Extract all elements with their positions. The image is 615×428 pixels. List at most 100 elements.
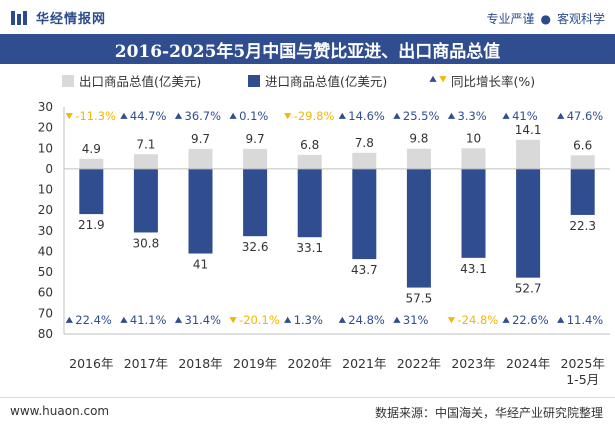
legend-growth-label: 同比增长率(%) (451, 74, 535, 89)
import-bar (79, 168, 104, 215)
y-tick-label: 30 (38, 224, 53, 238)
export-growth-up-icon (174, 112, 183, 119)
export-growth-label: 14.6% (348, 109, 385, 123)
y-tick-label: 10 (38, 141, 53, 155)
export-value-label: 10 (466, 131, 481, 145)
x-tick-label: 2019年 (233, 356, 277, 371)
import-value-label: 52.7 (515, 282, 542, 296)
x-tick-label: 2021年 (342, 356, 386, 371)
import-value-label: 30.8 (133, 236, 160, 250)
x-tick-label: 2020年 (288, 356, 332, 371)
import-growth-up-icon (284, 316, 292, 323)
export-growth-up-icon (229, 112, 237, 119)
export-bar (461, 148, 486, 169)
import-growth-label: 24.8% (348, 313, 385, 327)
x-tick-label: 2018年 (178, 356, 222, 371)
legend-import-label: 进口商品总值(亿美元) (265, 74, 387, 89)
import-value-label: 32.6 (242, 240, 269, 254)
tagline-right: 客观科学 (556, 12, 605, 26)
export-value-label: 9.7 (191, 132, 210, 146)
import-growth-up-icon (502, 316, 510, 323)
export-growth-down-icon (65, 113, 73, 120)
export-bar (516, 139, 541, 169)
export-value-label: 9.8 (409, 132, 428, 146)
export-growth-label: -29.8% (294, 109, 335, 123)
export-bar (188, 148, 213, 169)
import-value-label: 43.7 (351, 263, 378, 277)
import-growth-label: 22.6% (512, 313, 549, 327)
import-growth-up-icon (338, 316, 346, 323)
import-growth-label: 31% (403, 313, 429, 327)
y-tick-label: 10 (38, 183, 53, 197)
y-tick-label: 50 (38, 265, 53, 279)
legend-down-triangle-icon (439, 76, 447, 83)
x-tick-label: 2025年 (561, 356, 605, 371)
export-growth-label: -11.3% (75, 109, 116, 123)
import-value-label: 33.1 (296, 241, 323, 255)
export-growth-label: 36.7% (185, 109, 222, 123)
import-growth-up-icon (557, 316, 565, 323)
footer-source: 数据来源：中国海关，华经产业研究院整理 (374, 406, 603, 420)
import-value-label: 22.3 (569, 219, 596, 233)
x-tick-label: 2024年 (506, 356, 550, 371)
import-growth-label: 11.4% (567, 313, 604, 327)
bullet-icon: ● (540, 11, 551, 26)
export-bar (133, 154, 158, 169)
export-bar (79, 158, 104, 169)
export-growth-label: 47.6% (567, 109, 604, 123)
footer: www.huaon.com 数据来源：中国海关，华经产业研究院整理 (0, 397, 615, 428)
export-value-label: 14.1 (515, 123, 542, 137)
import-growth-label: -24.8% (458, 313, 499, 327)
export-growth-up-icon (393, 112, 401, 119)
export-value-label: 7.8 (355, 136, 374, 150)
legend-import-swatch (248, 75, 260, 87)
import-value-label: 41 (193, 258, 208, 272)
x-tick-label: 2016年 (69, 356, 113, 371)
export-value-label: 6.6 (573, 138, 592, 152)
export-value-label: 7.1 (136, 137, 155, 151)
legend-up-triangle-icon (429, 75, 437, 82)
x-tick-label: 2017年 (124, 356, 168, 371)
y-tick-label: 70 (38, 306, 53, 320)
import-bar (570, 168, 595, 215)
import-bar (133, 168, 158, 233)
import-growth-up-icon (174, 316, 183, 323)
legend-export-label: 出口商品总值(亿美元) (79, 74, 201, 89)
export-growth-label: 0.1% (239, 109, 268, 123)
x-tick-label: 2022年 (397, 356, 441, 371)
x-tick-label: 1-5月 (566, 372, 599, 387)
export-growth-up-icon (120, 112, 128, 119)
import-growth-label: 22.4% (75, 313, 112, 327)
export-bar (352, 152, 377, 169)
y-tick-label: 80 (38, 327, 53, 341)
brand-logo-icon (11, 10, 27, 25)
export-value-label: 4.9 (82, 142, 101, 156)
import-bar (406, 168, 431, 288)
tagline-left: 专业严谨 (486, 12, 535, 26)
y-tick-label: 60 (38, 286, 53, 300)
export-growth-up-icon (447, 112, 456, 119)
import-growth-down-icon (229, 317, 237, 324)
footer-url[interactable]: www.huaon.com (10, 404, 110, 418)
import-growth-label: -20.1% (239, 313, 280, 327)
export-growth-up-icon (338, 112, 346, 119)
export-growth-label: 41% (512, 109, 538, 123)
export-bar (406, 148, 431, 169)
legend-export-swatch (62, 75, 74, 87)
export-value-label: 6.8 (300, 138, 319, 152)
y-tick-label: 20 (38, 121, 53, 135)
import-value-label: 57.5 (406, 292, 433, 306)
import-growth-label: 1.3% (294, 313, 323, 327)
export-growth-label: 44.7% (130, 109, 167, 123)
y-tick-label: 30 (38, 100, 53, 114)
export-bar (297, 154, 322, 169)
export-growth-label: 25.5% (403, 109, 440, 123)
top-bar: 华经情报网 专业严谨 ● 客观科学 (0, 0, 615, 34)
export-growth-down-icon (284, 113, 292, 120)
export-bar (570, 155, 595, 169)
import-growth-label: 31.4% (185, 313, 222, 327)
brand-name: 华经情报网 (36, 12, 107, 27)
brand: 华经情报网 (10, 8, 106, 27)
import-bar (516, 168, 541, 278)
export-growth-label: 3.3% (458, 109, 487, 123)
